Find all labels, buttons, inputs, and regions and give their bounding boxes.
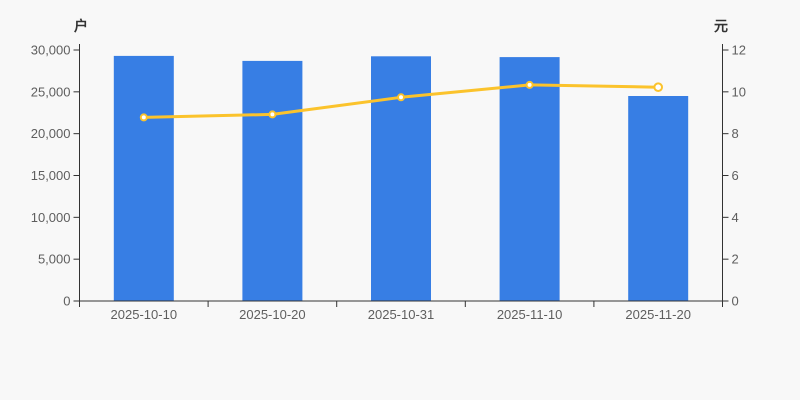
right-axis-tick-label: 12 bbox=[732, 43, 746, 58]
bar-2025-10-10[interactable] bbox=[113, 55, 174, 302]
right-axis-tick-label: 4 bbox=[732, 210, 739, 225]
x-axis-label-2025-11-20: 2025-11-20 bbox=[625, 307, 691, 322]
x-axis-label-2025-10-31: 2025-10-31 bbox=[368, 307, 435, 322]
x-axis-label-2025-10-10: 2025-10-10 bbox=[111, 307, 178, 322]
x-axis-label-2025-11-10: 2025-11-10 bbox=[497, 307, 563, 322]
line-point-2025-10-10[interactable] bbox=[139, 113, 148, 122]
bar-2025-10-31[interactable] bbox=[371, 56, 431, 301]
right-axis-tick-label: 2 bbox=[732, 252, 739, 267]
line-point-2025-10-31[interactable] bbox=[397, 93, 405, 102]
bar-2025-11-10[interactable] bbox=[499, 57, 560, 301]
right-axis-tick-label: 6 bbox=[732, 168, 739, 183]
left-axis-tick-label: 15,000 bbox=[31, 168, 71, 183]
line-point-2025-11-10[interactable] bbox=[525, 80, 534, 89]
line-point-latest-2025-11-20[interactable] bbox=[653, 82, 664, 92]
line-point-2025-10-20[interactable] bbox=[268, 110, 277, 119]
right-axis-tick-label: 0 bbox=[732, 294, 739, 309]
right-axis-tick-label: 8 bbox=[732, 126, 739, 141]
left-axis-tick-label: 20,000 bbox=[31, 126, 71, 141]
left-axis-unit-label: 户 bbox=[74, 18, 88, 34]
left-axis-tick-label: 0 bbox=[63, 294, 70, 309]
right-axis-tick-label: 10 bbox=[732, 84, 746, 99]
x-axis-label-2025-10-20: 2025-10-20 bbox=[239, 307, 306, 322]
bar-2025-11-20[interactable] bbox=[628, 96, 689, 301]
right-axis-unit-label: 元 bbox=[714, 18, 728, 34]
left-axis-tick-label: 25,000 bbox=[31, 84, 71, 99]
left-axis-tick-label: 10,000 bbox=[31, 210, 71, 225]
line-series-layer bbox=[139, 80, 664, 122]
left-axis-tick-label: 5,000 bbox=[38, 252, 71, 267]
tick-labels-layer: 30,000 25,000 20,000 15,000 10,000 5,000 0 12 10… bbox=[31, 43, 746, 323]
axes-layer bbox=[73, 44, 729, 307]
bar-2025-10-20[interactable] bbox=[242, 60, 303, 302]
left-axis-tick-label: 30,000 bbox=[31, 43, 71, 58]
bars-layer bbox=[113, 55, 689, 302]
